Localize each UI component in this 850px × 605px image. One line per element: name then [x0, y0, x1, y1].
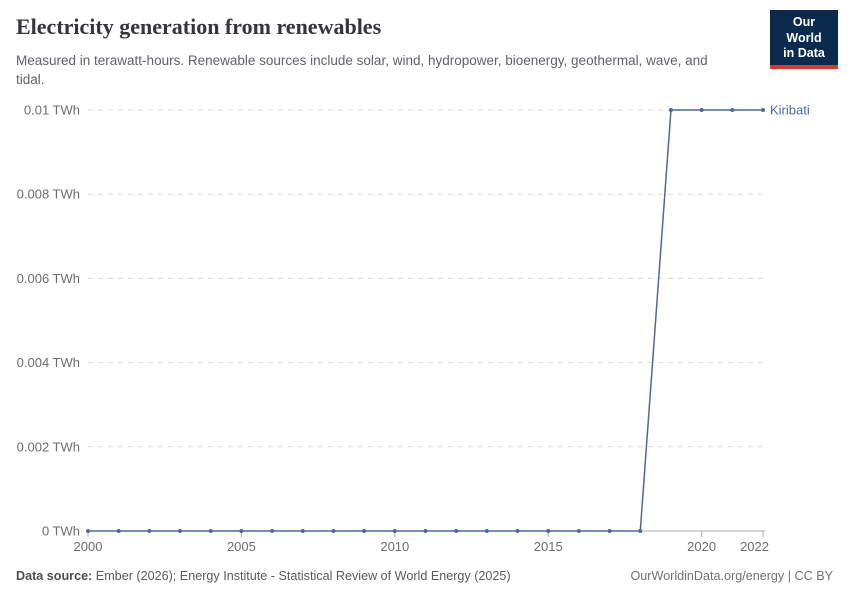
data-point[interactable] [86, 529, 90, 533]
data-point[interactable] [362, 529, 367, 533]
y-tick-label: 0.008 TWh [17, 187, 80, 202]
y-tick-label: 0.002 TWh [17, 439, 80, 454]
data-point[interactable] [392, 529, 397, 533]
data-point[interactable] [546, 529, 551, 533]
x-tick-label: 2005 [227, 539, 256, 554]
chart-title: Electricity generation from renewables [16, 14, 382, 39]
data-point[interactable] [668, 108, 673, 112]
owid-logo-line1: Our World [786, 15, 822, 45]
data-point[interactable] [300, 529, 305, 533]
data-point[interactable] [576, 529, 581, 533]
data-line[interactable] [88, 109, 763, 532]
data-point[interactable] [208, 529, 213, 533]
x-tick-label: 2022 [740, 539, 769, 554]
y-tick-label: 0.01 TWh [24, 103, 80, 118]
data-point[interactable] [761, 108, 765, 112]
owid-logo-line2: in Data [783, 46, 825, 61]
owid-logo[interactable]: Our World in Data [770, 10, 838, 69]
data-point[interactable] [515, 529, 520, 533]
data-point[interactable] [116, 529, 121, 533]
license-link[interactable]: OurWorldinData.org/energy | CC BY [630, 569, 833, 583]
data-point[interactable] [638, 529, 643, 533]
y-tick-label: 0.006 TWh [17, 271, 80, 286]
y-tick-label: 0.004 TWh [17, 355, 80, 370]
x-tick-label: 2010 [380, 539, 409, 554]
data-point[interactable] [730, 108, 735, 112]
data-point[interactable] [454, 529, 459, 533]
x-tick-label: 2020 [687, 539, 716, 554]
chart-footer: Data source: Ember (2026); Energy Instit… [0, 569, 850, 591]
data-point[interactable] [239, 529, 244, 533]
data-source: Data source: Ember (2026); Energy Instit… [16, 569, 511, 583]
y-tick-label: 0 TWh [42, 524, 80, 539]
chart-subtitle: Measured in terawatt-hours. Renewable so… [16, 53, 708, 88]
data-point[interactable] [607, 529, 612, 533]
data-point[interactable] [423, 529, 428, 533]
data-point[interactable] [699, 108, 704, 112]
data-point[interactable] [270, 529, 275, 533]
x-tick-label: 2000 [74, 539, 103, 554]
data-point[interactable] [178, 529, 183, 533]
series-end-label: Kiribati [770, 103, 810, 118]
data-point[interactable] [331, 529, 336, 533]
data-point[interactable] [147, 529, 152, 533]
data-source-label: Data source: [16, 569, 93, 583]
data-point[interactable] [484, 529, 489, 533]
x-tick-label: 2015 [534, 539, 563, 554]
data-source-text: Ember (2026); Energy Institute - Statist… [92, 569, 511, 583]
